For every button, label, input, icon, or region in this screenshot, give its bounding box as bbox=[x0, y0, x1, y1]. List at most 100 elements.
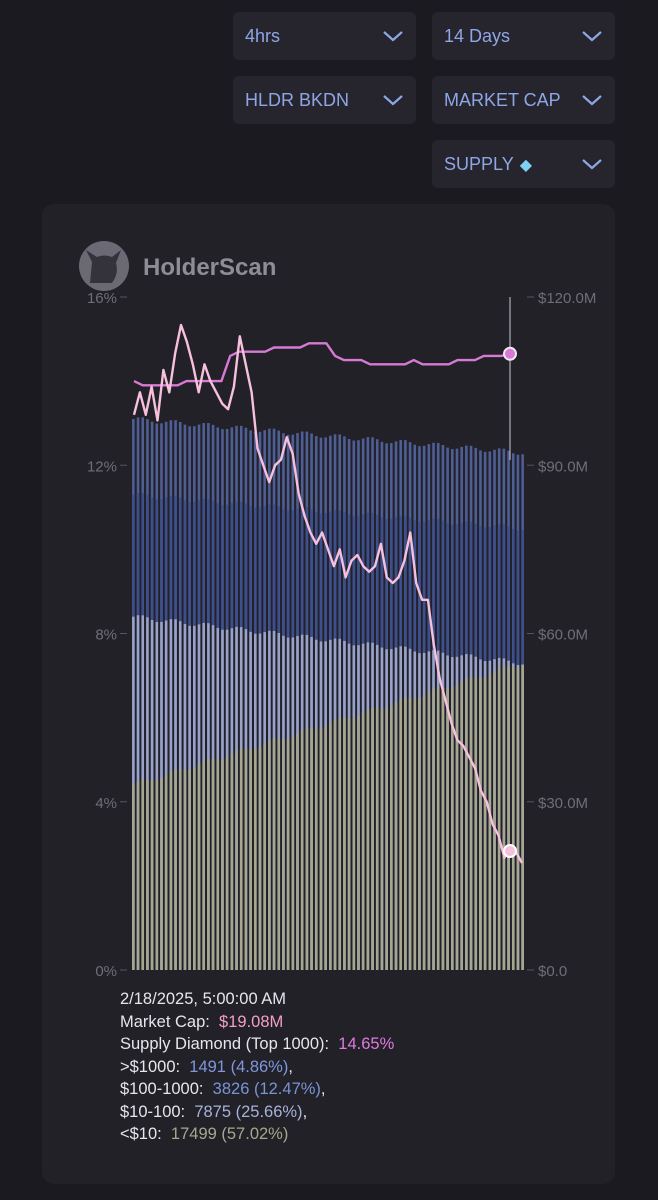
bar-segment bbox=[488, 674, 492, 970]
b100-1000-value: 3826 (12.47%) bbox=[212, 1080, 321, 1098]
bar-segment bbox=[497, 668, 501, 970]
bar-segment bbox=[390, 705, 393, 970]
bar-segment bbox=[408, 697, 412, 970]
range-dropdown[interactable]: 14 Days bbox=[432, 12, 615, 60]
bar-segment bbox=[399, 698, 402, 970]
bar-segment bbox=[361, 712, 365, 970]
gem-icon: ◆ bbox=[519, 156, 533, 174]
metric-dropdown[interactable]: HLDR BKDN bbox=[233, 76, 416, 124]
bar-segment bbox=[310, 728, 313, 970]
under-10-label: <$10: bbox=[120, 1125, 162, 1143]
bar-segment bbox=[300, 729, 304, 970]
bar-segment bbox=[160, 778, 163, 970]
cat-logo-icon bbox=[79, 241, 129, 291]
bar-segment bbox=[465, 678, 468, 970]
bar-segment bbox=[207, 758, 210, 970]
bar-segment bbox=[239, 748, 243, 970]
b100-1000-label: $100-1000: bbox=[120, 1080, 204, 1098]
bar-segment bbox=[521, 664, 524, 970]
market-cap-value: $19.08M bbox=[219, 1012, 284, 1031]
chevron-down-icon bbox=[582, 159, 602, 170]
supply-hover-dot bbox=[503, 346, 517, 361]
bar-segment bbox=[263, 743, 266, 970]
bar-segment bbox=[441, 687, 445, 970]
bar-segment bbox=[155, 780, 159, 970]
interval-dropdown[interactable]: 4hrs bbox=[233, 12, 416, 60]
bar-segment bbox=[385, 708, 388, 970]
bar-segment bbox=[178, 769, 182, 970]
tooltip-date: 2/18/2025, 5:00:00 AM bbox=[120, 990, 287, 1008]
b10-100-label: $10-100: bbox=[120, 1102, 186, 1121]
bar-segment bbox=[375, 707, 379, 970]
chevron-down-icon bbox=[582, 31, 602, 42]
metric-label: HLDR BKDN bbox=[245, 89, 350, 110]
left-axis-tick-label: 12% bbox=[87, 458, 117, 475]
right-axis-tick-label: $60.0M bbox=[538, 627, 588, 644]
bar-segment bbox=[169, 771, 173, 970]
bar-segment bbox=[474, 676, 478, 970]
supply-value: 14.65% bbox=[338, 1035, 395, 1053]
market-cap-label: Market Cap: bbox=[120, 1012, 210, 1031]
bar-segment bbox=[511, 667, 515, 970]
bar-segment bbox=[347, 718, 351, 970]
bar-segment bbox=[216, 759, 220, 970]
supply-label-wrap: SUPPLY ◆ bbox=[444, 154, 581, 175]
bar-segment bbox=[183, 769, 187, 970]
bar-segment bbox=[319, 728, 323, 970]
over-1000-value: 1491 (4.86%) bbox=[189, 1057, 289, 1076]
bar-segment bbox=[394, 702, 398, 970]
chevron-down-icon bbox=[582, 95, 602, 106]
supply-dropdown[interactable]: SUPPLY ◆ bbox=[432, 140, 615, 188]
overlay-label: MARKET CAP bbox=[444, 89, 561, 110]
bar-segment bbox=[427, 691, 431, 970]
left-axis-tick-label: 4% bbox=[95, 795, 117, 812]
tooltip-supply: Supply Diamond (Top 1000): 14.65% bbox=[120, 1033, 394, 1056]
supply-diamond-line bbox=[133, 342, 511, 387]
b10-100-value: 7875 (25.66%) bbox=[194, 1102, 303, 1121]
bar-segment bbox=[371, 707, 374, 970]
bar-segment bbox=[225, 757, 229, 970]
bar-segment bbox=[174, 769, 177, 970]
bar-segment bbox=[404, 697, 407, 970]
bar-segment bbox=[164, 774, 168, 970]
interval-label: 4hrs bbox=[245, 25, 281, 46]
bar-segment bbox=[146, 779, 149, 970]
bar-segment bbox=[277, 738, 281, 970]
bar-segment bbox=[418, 697, 421, 970]
axes: 0% 4% 8% 12% 16% $0.0 $30.0M $60.0M $90.0M $120.0… bbox=[87, 290, 596, 980]
bar-segment bbox=[469, 676, 473, 970]
bar-segment bbox=[380, 708, 384, 970]
left-axis-tick-label: 8% bbox=[95, 627, 117, 644]
bar-segment bbox=[507, 666, 510, 970]
right-axis-tick-label: $30.0M bbox=[538, 795, 588, 812]
bar-segment bbox=[136, 781, 140, 970]
bar-segment bbox=[282, 739, 285, 970]
chevron-down-icon bbox=[383, 95, 403, 106]
chevron-down-icon bbox=[383, 31, 403, 42]
bar-segment bbox=[422, 695, 426, 970]
tooltip-10-100: $10-100: 7875 (25.66%), bbox=[120, 1102, 308, 1121]
bar-segment bbox=[338, 717, 342, 970]
bar-segment bbox=[268, 740, 271, 970]
bar-segment bbox=[286, 738, 290, 970]
bar-segment bbox=[460, 681, 463, 970]
bar-segment bbox=[188, 769, 191, 970]
bar-segment bbox=[329, 722, 332, 970]
right-axis-tick-label: $120.0M bbox=[538, 290, 596, 307]
bar-segment bbox=[291, 736, 295, 970]
bar-segment bbox=[483, 677, 487, 970]
bar-segment bbox=[493, 671, 496, 970]
tooltip-market-cap: Market Cap: $19.08M bbox=[120, 1011, 394, 1034]
hover-tooltip: 2/18/2025, 5:00:00 AM Market Cap: $19.08… bbox=[120, 988, 394, 1146]
bar-segment bbox=[197, 764, 201, 970]
holder-breakdown-chart: HolderScan 0% 4% 8% 12% 16% $0.0 $30.0M $60.0M $… bbox=[79, 241, 596, 980]
bar-segment bbox=[479, 677, 482, 970]
over-1000-label: >$1000: bbox=[120, 1057, 181, 1076]
chart-card: HolderScan 0% 4% 8% 12% 16% $0.0 $30.0M $60.0M $… bbox=[42, 204, 615, 1184]
bar-segment bbox=[296, 733, 299, 970]
bar-segment bbox=[230, 753, 234, 970]
brand-name: HolderScan bbox=[143, 254, 276, 281]
stacked-bars bbox=[132, 417, 524, 971]
overlay-dropdown[interactable]: MARKET CAP bbox=[432, 76, 615, 124]
bar-segment bbox=[150, 780, 154, 970]
